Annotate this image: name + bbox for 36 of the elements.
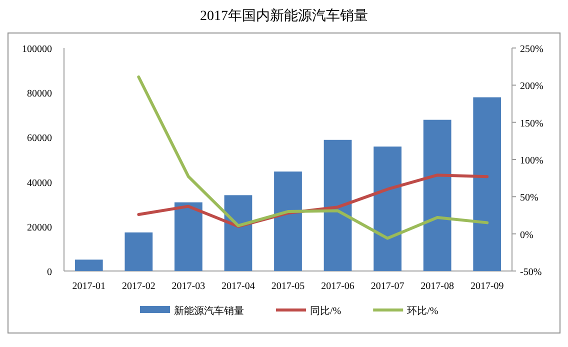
chart-title: 2017年国内新能源汽车销量 — [200, 8, 368, 24]
x-tick-label: 2017-09 — [470, 281, 504, 292]
x-tick-label: 2017-04 — [222, 281, 255, 292]
x-tick-label: 2017-01 — [72, 281, 106, 292]
x-tick-label: 2017-06 — [321, 281, 354, 292]
bar — [124, 232, 153, 271]
y2-tick-label: 200% — [520, 81, 544, 92]
bar — [224, 195, 252, 271]
y2-tick-label: 150% — [520, 118, 544, 130]
y-tick-label: 0 — [47, 267, 52, 278]
y-tick-label: 80000 — [27, 88, 52, 100]
bar — [274, 172, 302, 271]
bar — [324, 140, 352, 271]
legend-label: 同比/% — [310, 305, 342, 317]
legend-label: 环比/% — [407, 305, 438, 317]
y2-tick-label: -50% — [520, 267, 542, 278]
x-tick-label: 2017-03 — [172, 281, 206, 292]
y-tick-label: 20000 — [27, 222, 52, 234]
y-tick-label: 40000 — [27, 178, 52, 189]
y2-tick-label: 50% — [520, 192, 538, 204]
x-tick-label: 2017-08 — [420, 281, 454, 292]
bar — [374, 146, 402, 271]
bar — [473, 97, 502, 271]
y-tick-label: 60000 — [27, 133, 52, 144]
y-tick-label: 100000 — [22, 44, 52, 55]
bar — [174, 202, 202, 271]
y2-tick-label: 0% — [520, 230, 534, 241]
bar — [423, 120, 452, 271]
legend-label: 新能源汽车销量 — [174, 305, 244, 317]
y2-tick-label: 100% — [520, 156, 544, 166]
x-tick-label: 2017-02 — [122, 281, 156, 292]
y2-tick-label: 250% — [520, 44, 544, 55]
line-series — [137, 75, 489, 240]
x-tick-label: 2017-07 — [370, 281, 404, 292]
bar — [74, 260, 103, 271]
x-tick-label: 2017-05 — [271, 281, 305, 292]
